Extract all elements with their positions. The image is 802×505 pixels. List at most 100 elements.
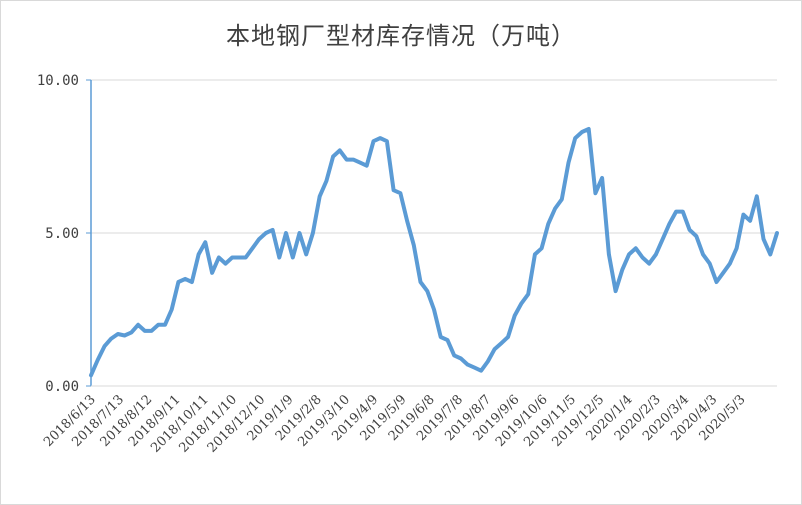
data-point [331,155,335,158]
data-point [210,271,214,274]
data-point [271,228,274,232]
data-point [190,280,194,284]
data-point [291,256,294,259]
data-point [446,338,449,342]
data-point [183,277,187,281]
data-point [648,262,651,265]
y-tick-label: 0.00 [45,379,79,395]
data-point [130,331,133,334]
data-point [506,335,510,339]
data-point [654,253,658,256]
data-point [305,253,308,256]
data-point [742,213,745,216]
data-point [103,345,106,348]
data-point [352,158,355,161]
data-point [627,253,631,256]
data-point [466,363,469,366]
data-point [721,271,725,274]
y-tick-labels: 0.00 5.00 10.00 [37,73,79,395]
data-point [674,210,678,213]
data-point [479,369,483,372]
data-point [701,253,705,256]
axes [86,79,777,387]
data-point [157,323,160,326]
data-point [385,140,389,143]
data-point [197,253,200,256]
data-point [392,188,395,192]
data-point [567,161,570,164]
data-point [735,247,738,250]
data-point [728,262,732,265]
data-point [641,256,644,259]
data-point [325,179,328,183]
data-point [762,237,765,241]
data-point [89,374,93,377]
data-point [405,219,409,222]
chart-title: 本地钢厂型材库存情况（万吨） [226,22,576,50]
data-point [708,262,711,265]
gridlines [91,79,777,234]
data-point [143,329,147,333]
data-point [244,256,247,259]
data-point [177,280,180,284]
data-point [688,228,691,232]
data-point [224,262,227,265]
data-point [486,360,490,363]
data-point [358,161,362,164]
data-point [298,231,301,235]
data-point [580,130,584,134]
data-point [533,253,537,256]
data-point [231,256,234,259]
data-point [204,240,207,244]
data-point [365,164,368,167]
data-point [257,237,261,241]
data-point [520,302,523,305]
data-point [775,231,779,235]
data-point [513,314,516,317]
data-point [695,234,698,238]
data-point [607,253,611,256]
data-point [311,231,315,235]
data-point [123,334,126,337]
data-point [251,247,254,250]
data-point [553,207,557,210]
data-point [163,323,167,326]
data-point [574,136,577,140]
data-point [661,237,664,241]
data-point [634,247,637,250]
series-layer [89,127,779,378]
data-point [681,210,685,213]
data-point [150,329,153,333]
data-point [540,247,543,250]
data-point [452,354,456,357]
data-point [715,280,718,284]
data-point [493,348,496,351]
data-point [560,198,563,201]
data-point [378,136,382,140]
data-point [500,341,503,345]
data-point [614,289,617,293]
data-point [426,289,429,293]
data-point [621,268,624,271]
data-point [318,195,321,198]
data-point [170,308,173,311]
data-point [594,192,597,195]
data-point [769,253,772,256]
data-point [338,149,342,152]
data-point [526,293,530,296]
data-point [459,357,463,360]
data-point [399,192,402,195]
data-point [547,222,550,226]
data-point [748,219,752,222]
data-point [237,256,241,259]
data-point [96,358,99,362]
data-point [116,332,120,336]
series-line [89,127,779,378]
data-point [278,256,281,259]
data-point [473,366,476,369]
data-point [372,140,375,143]
data-point [587,127,590,131]
data-point [432,308,436,311]
